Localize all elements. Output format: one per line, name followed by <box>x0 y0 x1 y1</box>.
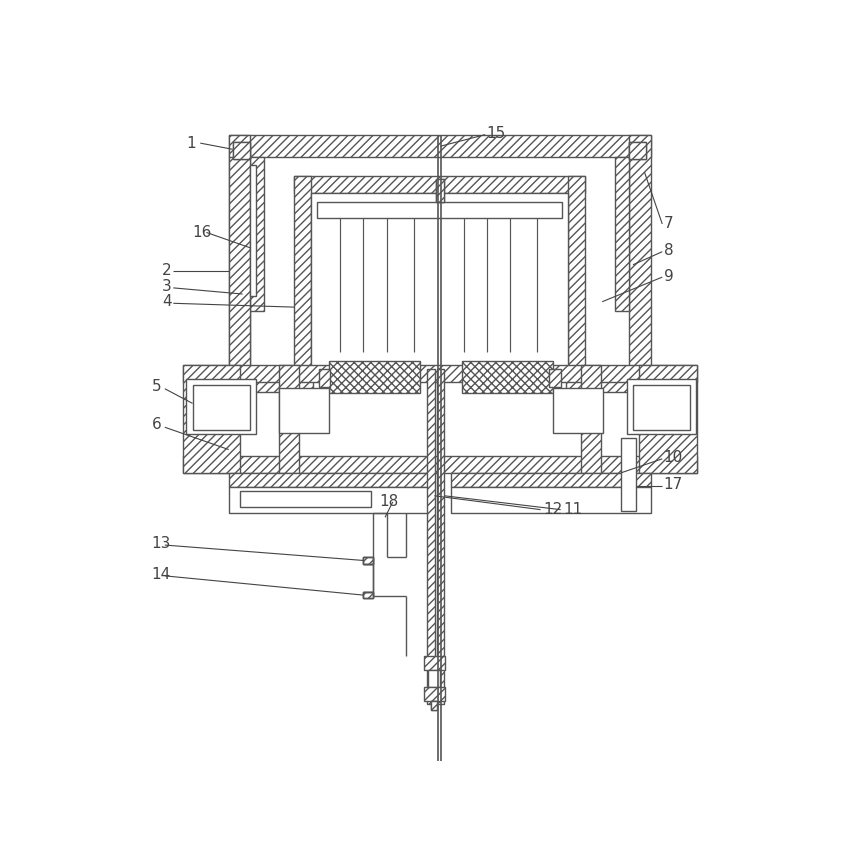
Bar <box>427 369 435 704</box>
Text: 16: 16 <box>192 225 212 240</box>
Text: 11: 11 <box>564 503 583 517</box>
Bar <box>317 203 562 218</box>
Bar <box>233 142 251 159</box>
Bar <box>639 365 697 472</box>
Bar <box>329 361 420 393</box>
Bar <box>568 176 585 369</box>
Text: 1: 1 <box>186 136 196 150</box>
Bar <box>436 180 444 203</box>
Bar <box>229 136 251 392</box>
Bar <box>581 365 601 472</box>
Bar <box>629 142 646 159</box>
Bar <box>279 365 299 472</box>
Bar <box>432 701 438 710</box>
Text: 3: 3 <box>162 279 172 294</box>
Bar <box>229 486 429 513</box>
Bar <box>183 456 697 472</box>
Bar <box>364 592 372 598</box>
Bar <box>311 193 568 369</box>
Bar <box>450 486 650 513</box>
Bar <box>428 670 440 686</box>
Bar <box>437 369 444 704</box>
Bar <box>566 370 650 392</box>
Text: 8: 8 <box>664 243 674 259</box>
Bar <box>364 557 372 564</box>
Bar <box>229 472 429 486</box>
Text: 9: 9 <box>664 269 674 283</box>
Text: 17: 17 <box>664 477 683 491</box>
Bar <box>620 438 636 511</box>
Bar <box>279 388 329 433</box>
Bar <box>424 656 445 670</box>
Text: 15: 15 <box>486 126 506 142</box>
Bar <box>229 370 313 392</box>
Bar <box>192 385 250 430</box>
Bar <box>319 369 330 387</box>
Text: 10: 10 <box>664 450 683 465</box>
Bar <box>294 176 585 193</box>
Text: 18: 18 <box>379 495 398 509</box>
Bar <box>294 176 311 369</box>
Bar <box>233 142 251 159</box>
Bar <box>183 365 240 472</box>
Bar <box>627 379 696 434</box>
Text: 5: 5 <box>152 379 161 394</box>
Bar <box>633 385 690 430</box>
Bar <box>629 142 646 159</box>
Bar <box>229 157 251 392</box>
Text: 7: 7 <box>664 216 674 231</box>
Bar <box>615 157 629 311</box>
Text: 4: 4 <box>162 295 172 309</box>
Bar <box>229 136 650 157</box>
Bar <box>553 388 603 433</box>
Bar <box>364 592 372 598</box>
Bar <box>629 136 650 392</box>
Text: 2: 2 <box>162 264 172 278</box>
Bar <box>364 557 372 564</box>
Bar <box>240 491 372 507</box>
Bar <box>549 369 560 387</box>
Bar <box>186 379 256 434</box>
Bar <box>450 472 650 486</box>
Bar <box>183 365 697 381</box>
Bar <box>251 157 264 311</box>
Bar <box>251 165 257 295</box>
Text: 12: 12 <box>543 503 562 517</box>
Bar <box>432 701 438 710</box>
Text: 6: 6 <box>152 417 161 432</box>
Bar <box>424 686 445 701</box>
Bar <box>436 180 444 203</box>
Text: 14: 14 <box>152 567 171 582</box>
Text: 13: 13 <box>152 536 171 551</box>
Bar <box>462 361 553 393</box>
